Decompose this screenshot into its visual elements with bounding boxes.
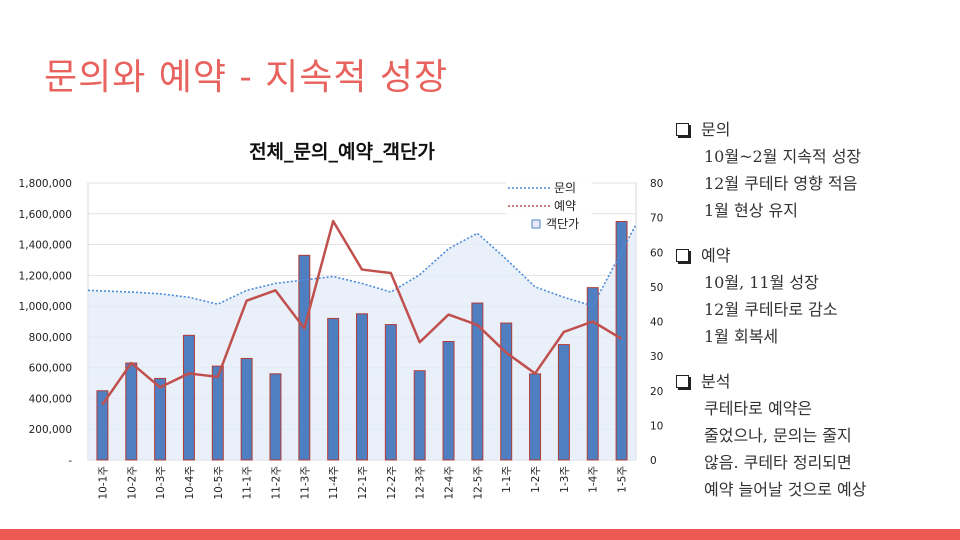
category-label: 11-1주: [242, 466, 254, 500]
note-block: 문의 10월~2월 지속적 성장 12월 쿠테타 영향 적음 1월 현상 유지: [676, 116, 956, 224]
note-line: 예약 늘어날 것으로 예상: [704, 480, 867, 499]
right-tick-label: 30: [650, 351, 663, 363]
note-heading-row: 예약: [676, 242, 956, 269]
category-label: 12-2주: [386, 466, 398, 500]
legend-reservation-label: 예약: [554, 198, 576, 213]
bar-1-4주: [586, 287, 599, 461]
category-label: 12-4주: [444, 466, 456, 500]
bottom-accent-bar: [0, 529, 960, 540]
category-label: 10-5주: [213, 466, 225, 500]
bar-12-5주: [471, 302, 484, 461]
category-label: 12-1주: [357, 466, 369, 500]
bar-1-3주: [557, 344, 570, 461]
note-heading-row: 분석: [676, 368, 956, 395]
bar-10-5주: [211, 365, 224, 461]
bar-11-3주: [298, 254, 311, 461]
category-label: 12-5주: [472, 466, 484, 500]
legend-price-swatch: [531, 219, 541, 229]
right-tick-label: 70: [650, 213, 663, 225]
note-line: 1월 현상 유지: [704, 201, 798, 220]
note-block: 예약 10월, 11월 성장 12월 쿠테타로 감소 1월 회복세: [676, 242, 956, 350]
bar-10-3주: [154, 377, 167, 461]
left-tick-label: 1,400,000: [19, 240, 72, 252]
bar-12-2주: [384, 324, 397, 461]
bar-11-4주: [327, 317, 340, 461]
bar-10-4주: [182, 334, 195, 461]
category-label: 10-1주: [97, 466, 109, 500]
category-label: 1-4주: [588, 466, 600, 493]
bar-11-1주: [240, 357, 253, 461]
right-tick-label: 80: [650, 178, 663, 190]
inquiry-line: [87, 224, 637, 307]
checkbox-bullet-icon: [676, 375, 689, 388]
line-series: [87, 219, 637, 406]
note-heading: 문의: [701, 120, 731, 139]
right-tick-label: 10: [650, 420, 663, 432]
bar-1-2주: [529, 373, 542, 461]
note-line: 않음. 쿠테타 정리되면: [704, 453, 852, 472]
category-label: 12-3주: [415, 466, 427, 500]
bar-12-4주: [442, 341, 455, 461]
note-line: 10월~2월 지속적 성장: [704, 147, 862, 166]
note-line: 12월 쿠테타로 감소: [704, 300, 838, 319]
bar-12-3주: [413, 370, 426, 461]
bar-series: [96, 220, 628, 461]
checkbox-bullet-icon: [676, 123, 689, 136]
note-heading: 분석: [701, 372, 731, 391]
category-label: 1-1주: [501, 466, 513, 493]
axes: - 200,000 400,000 600,000 800,000 1,000,000 1,…: [19, 178, 664, 500]
right-tick-label: 0: [650, 455, 657, 467]
right-tick-label: 40: [650, 317, 663, 329]
left-tick-label: 600,000: [29, 363, 72, 375]
left-tick-label: 1,800,000: [19, 178, 72, 190]
legend-inquiry-label: 문의: [554, 181, 576, 195]
note-heading: 예약: [701, 246, 731, 265]
checkbox-bullet-icon: [676, 249, 689, 262]
bar-10-2주: [125, 362, 138, 461]
left-tick-label: 1,600,000: [19, 209, 72, 221]
legend-price-label: 객단가: [546, 217, 579, 231]
left-tick-label: 200,000: [29, 424, 72, 436]
reservation-line: [101, 219, 623, 406]
note-line: 12월 쿠테타 영향 적음: [704, 174, 858, 193]
right-tick-label: 50: [650, 282, 663, 294]
bar-11-2주: [269, 373, 282, 461]
left-tick-label: 400,000: [29, 393, 72, 405]
category-label: 11-2주: [270, 466, 282, 500]
category-label: 11-4주: [328, 466, 340, 500]
note-heading-row: 문의: [676, 116, 956, 143]
left-tick-label: 1,000,000: [19, 301, 72, 313]
chart-title: 전체_문의_예약_객단가: [249, 141, 435, 163]
category-label: 1-2주: [530, 466, 542, 493]
note-line: 줄었으나, 문의는 줄지: [704, 426, 852, 445]
bar-1-1주: [500, 322, 513, 461]
left-tick-label: 800,000: [29, 332, 72, 344]
legend-box: [506, 182, 592, 234]
right-tick-label: 20: [650, 386, 663, 398]
bar-10-1주: [96, 390, 109, 461]
category-label: 1-3주: [559, 466, 571, 493]
bar-12-1주: [356, 313, 368, 461]
bar-1-5주: [615, 220, 628, 461]
category-label: 10-2주: [126, 466, 138, 500]
slide-title: 문의와 예약 - 지속적 성장: [44, 57, 449, 98]
note-line: 1월 회복세: [704, 327, 779, 346]
category-label: 11-3주: [299, 466, 311, 500]
note-line: 쿠테타로 예약은: [704, 399, 813, 418]
category-label: 10-4주: [184, 466, 196, 500]
combo-chart: 전체_문의_예약_객단가 - 200,000 400,000 600,000 800,0…: [19, 141, 664, 500]
right-tick-label: 60: [650, 247, 663, 259]
note-line: 10월, 11월 성장: [704, 273, 819, 292]
category-label: 1-5주: [617, 466, 629, 493]
left-tick-label: -: [68, 455, 72, 467]
left-tick-label: 1,200,000: [19, 270, 72, 282]
category-label: 10-3주: [155, 466, 167, 500]
